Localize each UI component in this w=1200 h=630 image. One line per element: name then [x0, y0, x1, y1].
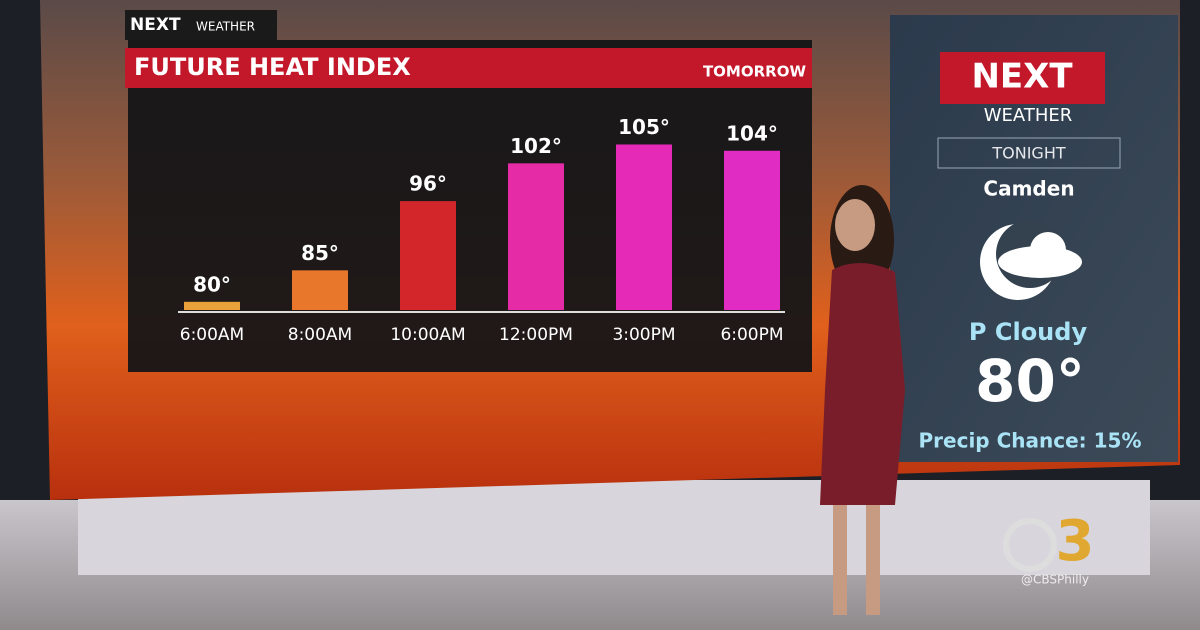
condition: P Cloudy [969, 318, 1088, 346]
bars: 6:00AM 80° 8:00AM 85° 10:00AM 96° 12:00PM 102° 3… [180, 115, 784, 345]
x-tick-label: 8:00AM [288, 325, 352, 345]
city: Camden [983, 177, 1074, 201]
x-tick-label: 10:00AM [390, 325, 465, 345]
chart-subtitle: TOMORROW [703, 63, 807, 81]
period-box [937, 137, 1121, 169]
station-handle: @CBSPhilly [1021, 573, 1089, 587]
bar [292, 270, 348, 310]
panel-logo-sub: WEATHER [984, 105, 1073, 126]
x-tick-label: 3:00PM [612, 325, 675, 345]
bar [400, 201, 456, 310]
temperature: 80° [975, 347, 1085, 415]
station-eye [1003, 518, 1057, 572]
riser [78, 480, 1150, 575]
chart-title: FUTURE HEAT INDEX [134, 53, 411, 81]
brand-sub: WEATHER [196, 20, 255, 34]
brand-logo: NEXT [130, 15, 181, 35]
station-logo: 3 [1056, 509, 1095, 574]
brand-box [125, 10, 277, 40]
precip: Precip Chance: 15% [919, 429, 1142, 453]
bar [508, 163, 564, 310]
value-label: 104° [726, 121, 778, 145]
value-label: 105° [618, 115, 670, 139]
bar [616, 144, 672, 310]
chart-panel [128, 40, 812, 372]
x-tick-label: 6:00AM [180, 325, 244, 345]
weather-icon [980, 220, 1082, 300]
value-label: 80° [193, 272, 231, 296]
bar [724, 150, 780, 310]
value-label: 85° [301, 241, 339, 265]
value-label: 102° [510, 134, 562, 158]
period: TONIGHT [991, 144, 1065, 163]
bar [184, 301, 240, 310]
x-tick-label: 12:00PM [499, 325, 573, 345]
panel-logo-box [940, 52, 1105, 104]
value-label: 96° [409, 172, 447, 196]
panel-logo: NEXT [971, 57, 1073, 97]
presenter [820, 185, 905, 615]
title-bar [125, 48, 812, 88]
x-tick-label: 6:00PM [720, 325, 783, 345]
